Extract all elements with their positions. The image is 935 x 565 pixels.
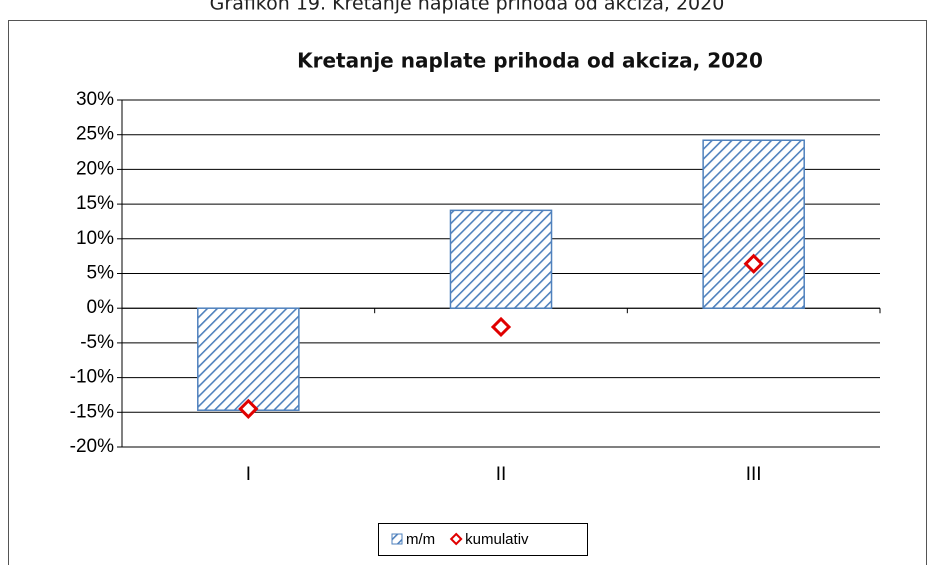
- legend-label: m/m: [406, 531, 435, 548]
- caption: Grafikon 19. Kretanje naplate prihoda od…: [210, 0, 725, 15]
- bar: [449, 209, 553, 309]
- legend-swatch: [449, 532, 463, 546]
- x-tick-label: II: [496, 464, 507, 485]
- y-tick-label: -10%: [70, 367, 114, 388]
- x-tick-label: I: [246, 464, 251, 485]
- bar: [197, 307, 300, 411]
- y-tick-label: 20%: [76, 158, 114, 179]
- marker: [490, 316, 512, 338]
- y-tick-label: -5%: [80, 332, 114, 353]
- y-tick-label: 25%: [76, 124, 114, 145]
- y-tick-label: 15%: [76, 193, 114, 214]
- y-tick-label: -20%: [70, 436, 114, 457]
- legend-label: kumulativ: [465, 531, 529, 548]
- y-tick-label: -15%: [70, 401, 114, 422]
- marker: [743, 253, 764, 274]
- chart-frame: [8, 20, 927, 565]
- chart-title: Kretanje naplate prihoda od akciza, 2020: [297, 49, 763, 73]
- legend-box: [378, 523, 588, 556]
- y-tick-label: 10%: [76, 228, 114, 249]
- bar: [702, 139, 805, 309]
- y-tick-label: 5%: [87, 263, 115, 284]
- marker: [238, 398, 259, 419]
- y-tick-label: 0%: [87, 297, 115, 318]
- x-tick-label: III: [746, 464, 762, 485]
- y-tick-label: 30%: [76, 89, 114, 110]
- legend-swatch: [391, 533, 403, 545]
